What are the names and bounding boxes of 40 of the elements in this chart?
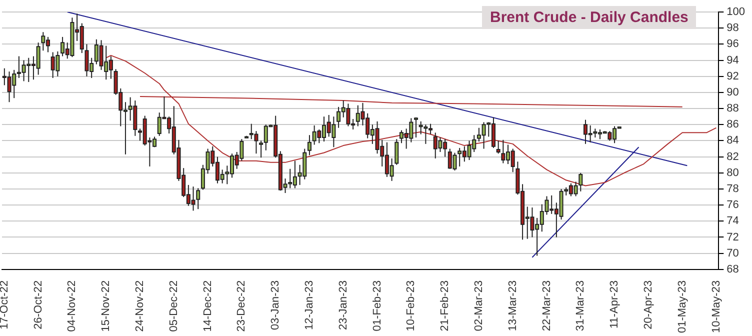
x-tick-label: 04-Nov-22 bbox=[66, 280, 78, 332]
y-tick-label: 72 bbox=[726, 231, 739, 244]
y-tick-label: 80 bbox=[726, 166, 739, 179]
x-tick-label: 11-Apr-23 bbox=[608, 280, 621, 329]
y-tick-label: 86 bbox=[726, 118, 739, 131]
x-tick-label: 22-Mar-23 bbox=[540, 280, 553, 332]
y-tick-label: 92 bbox=[726, 70, 739, 82]
x-tick-label: 12-Jan-23 bbox=[304, 280, 316, 330]
x-tick-label: 31-Mar-23 bbox=[574, 280, 587, 332]
x-tick-label: 24-Nov-22 bbox=[134, 280, 146, 332]
x-tick-label: 14-Dec-22 bbox=[202, 280, 214, 332]
x-tick-label: 02-Mar-23 bbox=[472, 280, 485, 332]
x-tick-label: 01-Feb-23 bbox=[371, 280, 384, 332]
x-tick-label: 13-Mar-23 bbox=[506, 280, 519, 332]
x-tick-label: 05-Dec-22 bbox=[168, 280, 180, 332]
x-tick-label: 23-Jan-23 bbox=[337, 280, 350, 330]
y-tick-label: 88 bbox=[726, 102, 739, 115]
x-tick-label: 21-Feb-23 bbox=[439, 280, 452, 332]
x-tick-label: 15-Nov-22 bbox=[100, 280, 112, 332]
x-tick-label: 20-Apr-23 bbox=[642, 280, 654, 330]
y-tick-label: 70 bbox=[726, 247, 739, 260]
y-tick-label: 82 bbox=[726, 150, 739, 163]
y-tick-label: 84 bbox=[726, 134, 739, 147]
x-tick-label: 26-Oct-22 bbox=[32, 280, 44, 330]
chart-title: Brent Crude - Daily Candles bbox=[482, 6, 696, 29]
x-tick-label: 10-Feb-23 bbox=[405, 280, 418, 332]
x-tick-label: 01-May-23 bbox=[676, 280, 688, 333]
x-tick-label: 03-Jan-23 bbox=[270, 280, 282, 330]
y-tick-label: 90 bbox=[726, 86, 739, 98]
x-tick-label: 23-Dec-22 bbox=[236, 280, 248, 332]
x-tick-label: 10-May-23 bbox=[710, 280, 722, 333]
x-tick-label: 17-Oct-22 bbox=[0, 280, 10, 330]
y-tick-label: 96 bbox=[726, 38, 739, 50]
y-tick-label: 100 bbox=[726, 6, 746, 18]
y-tick-label: 78 bbox=[726, 183, 739, 196]
y-tick-label: 98 bbox=[726, 22, 739, 34]
y-tick-label: 68 bbox=[726, 263, 739, 276]
y-tick-label: 74 bbox=[726, 215, 739, 228]
y-tick-label: 94 bbox=[726, 54, 739, 66]
y-tick-label: 76 bbox=[726, 199, 739, 212]
